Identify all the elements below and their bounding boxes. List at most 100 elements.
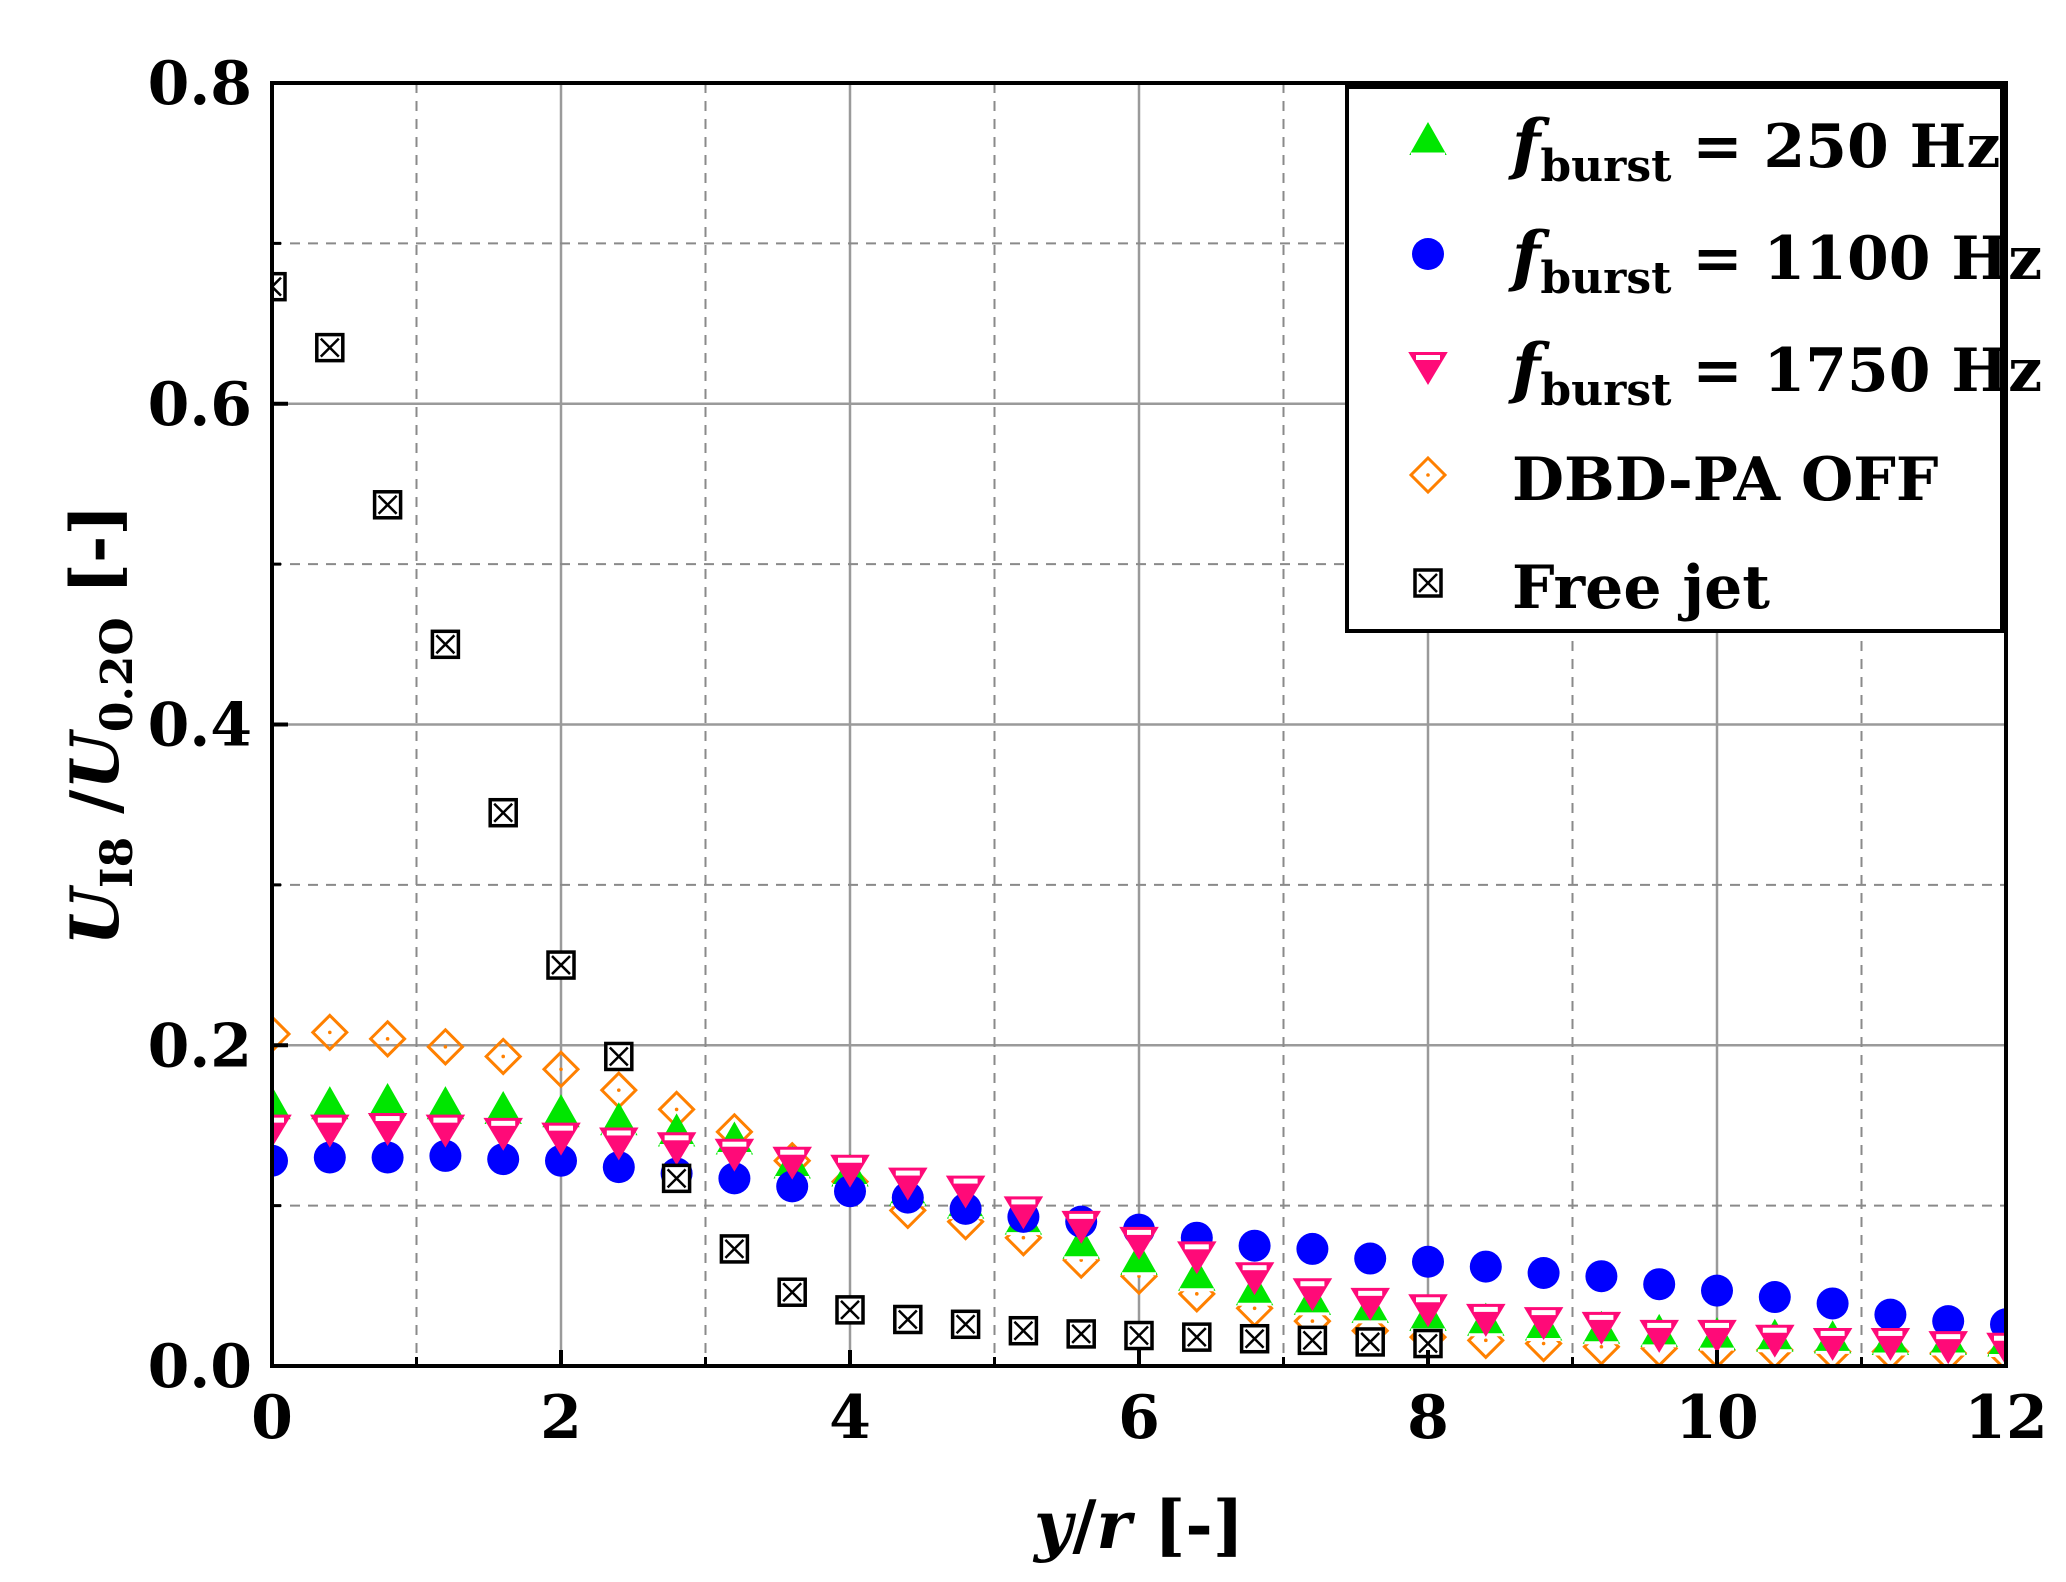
data-point bbox=[1527, 1256, 1560, 1289]
data-point bbox=[426, 1027, 465, 1066]
data-point bbox=[1412, 1245, 1444, 1278]
data-point bbox=[945, 1175, 986, 1209]
data-point bbox=[483, 1117, 523, 1151]
data-point bbox=[1466, 1303, 1506, 1337]
legend-marker bbox=[1413, 568, 1443, 598]
data-point bbox=[372, 490, 403, 520]
data-point bbox=[1408, 1294, 1448, 1328]
data-point bbox=[425, 1114, 466, 1148]
y-tick-label: 0.0 bbox=[148, 1332, 252, 1402]
data-point bbox=[367, 1113, 408, 1146]
data-point bbox=[272, 1144, 288, 1177]
data-point bbox=[718, 1162, 751, 1195]
x-tick-label: 8 bbox=[1407, 1383, 1449, 1453]
data-point bbox=[313, 1141, 346, 1174]
data-point bbox=[1178, 1257, 1216, 1292]
x-tick-label: 4 bbox=[829, 1383, 871, 1453]
data-point bbox=[1874, 1298, 1907, 1331]
x-axis-title-var1: y bbox=[1032, 1486, 1077, 1564]
data-point bbox=[1758, 1281, 1791, 1314]
data-point bbox=[310, 1013, 349, 1052]
data-point bbox=[776, 1170, 809, 1203]
data-point bbox=[1755, 1324, 1795, 1358]
data-point bbox=[1643, 1268, 1676, 1301]
data-point bbox=[429, 1139, 462, 1172]
data-point bbox=[1816, 1287, 1849, 1320]
data-point bbox=[1928, 1331, 1968, 1365]
x-tick-label: 6 bbox=[1118, 1383, 1160, 1453]
data-point bbox=[888, 1167, 928, 1201]
data-point bbox=[368, 1019, 407, 1058]
data-point bbox=[1812, 1327, 1853, 1361]
data-point bbox=[371, 1141, 404, 1174]
data-point bbox=[1932, 1305, 1965, 1338]
data-point bbox=[1990, 1308, 2006, 1341]
y-axis-title-sub1: I8 bbox=[92, 837, 143, 888]
y-axis-title-slash: / bbox=[56, 789, 134, 837]
y-axis-title-main1: U bbox=[56, 885, 134, 946]
series-triangle-down bbox=[272, 1113, 2006, 1366]
data-point bbox=[1124, 1320, 1154, 1351]
data-point bbox=[1292, 1278, 1333, 1312]
data-point bbox=[1870, 1327, 1911, 1361]
legend-label: fburst = 1100 Hz bbox=[1508, 217, 2042, 304]
data-point bbox=[315, 332, 345, 363]
data-point bbox=[541, 1050, 581, 1089]
data-point bbox=[830, 1154, 870, 1188]
data-point bbox=[1008, 1315, 1039, 1346]
data-point bbox=[1297, 1325, 1328, 1356]
x-tick-label: 12 bbox=[1964, 1383, 2048, 1453]
data-point bbox=[949, 1192, 982, 1225]
data-point bbox=[1701, 1274, 1733, 1307]
y-axis-title: UI8 /U0.2O [-] bbox=[56, 504, 143, 945]
x-axis-title-slash: / bbox=[1072, 1486, 1097, 1564]
data-point bbox=[602, 1151, 635, 1184]
legend-label: Free jet bbox=[1512, 553, 1770, 623]
series-square-x bbox=[272, 271, 1443, 1359]
legend-label: fburst = 1750 Hz bbox=[1508, 329, 2042, 416]
series-circle bbox=[272, 1139, 2006, 1341]
x-tick-label: 2 bbox=[540, 1383, 582, 1453]
data-point bbox=[1239, 1323, 1270, 1354]
data-point bbox=[1585, 1260, 1618, 1293]
data-point bbox=[1986, 1332, 2006, 1366]
data-point bbox=[1119, 1226, 1159, 1260]
data-point bbox=[656, 1132, 697, 1166]
data-point bbox=[1066, 1319, 1096, 1349]
data-point bbox=[599, 1127, 639, 1161]
legend-label: DBD-PA OFF bbox=[1512, 445, 1938, 515]
data-point bbox=[834, 1175, 866, 1208]
data-point bbox=[1350, 1287, 1390, 1321]
y-tick-label: 0.2 bbox=[148, 1011, 252, 1081]
data-point bbox=[1697, 1319, 1737, 1353]
data-point bbox=[1296, 1232, 1329, 1265]
y-tick-label: 0.4 bbox=[148, 691, 252, 761]
data-point bbox=[488, 797, 518, 828]
data-point bbox=[1003, 1196, 1044, 1230]
data-point bbox=[1234, 1262, 1275, 1296]
data-point bbox=[604, 1041, 634, 1072]
x-axis-title: y/r [-] bbox=[1032, 1486, 1244, 1564]
data-point bbox=[1523, 1307, 1564, 1341]
data-point bbox=[714, 1138, 755, 1172]
data-point bbox=[661, 1163, 692, 1194]
data-point bbox=[1581, 1311, 1622, 1345]
data-point bbox=[893, 1304, 923, 1335]
legend-box bbox=[1345, 85, 2004, 633]
x-tick-label: 0 bbox=[251, 1383, 293, 1453]
data-point bbox=[719, 1234, 750, 1264]
data-point bbox=[950, 1309, 981, 1340]
data-point bbox=[1639, 1319, 1679, 1353]
y-tick-label: 0.8 bbox=[148, 49, 252, 119]
data-point bbox=[1061, 1210, 1101, 1244]
data-point bbox=[546, 950, 576, 980]
x-tick-label: 10 bbox=[1675, 1383, 1759, 1453]
legend-marker bbox=[1408, 352, 1448, 385]
grid-layer bbox=[272, 83, 2006, 1366]
data-point bbox=[1469, 1250, 1502, 1283]
data-point bbox=[1177, 1241, 1217, 1275]
marks-layer bbox=[272, 271, 2006, 1366]
data-point bbox=[1182, 1322, 1212, 1352]
data-point bbox=[777, 1277, 807, 1307]
y-axis-title-main2: U bbox=[56, 729, 134, 790]
